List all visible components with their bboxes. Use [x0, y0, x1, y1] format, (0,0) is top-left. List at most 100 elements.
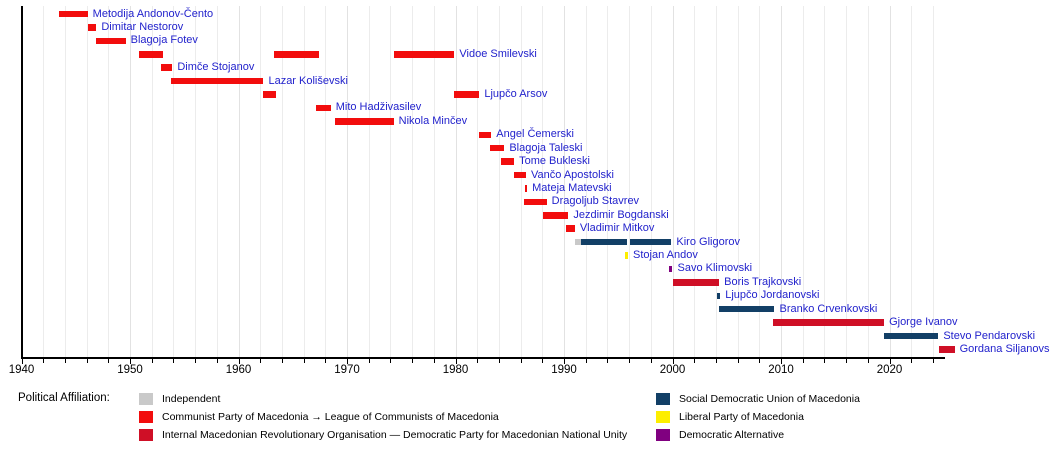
gridline: [672, 6, 674, 357]
x-tick-label: 2000: [659, 364, 686, 376]
x-tick: [672, 358, 674, 364]
gridline: [195, 6, 197, 357]
person-label: Stevo Pendarovski: [943, 329, 1036, 342]
gridline: [498, 6, 500, 357]
x-tick: [498, 358, 500, 363]
gridline: [130, 6, 131, 357]
x-tick: [781, 358, 782, 364]
x-tick-label: 1970: [334, 364, 360, 376]
legend-item-independent: Independent: [139, 392, 220, 406]
term-bar: [672, 279, 720, 286]
term-bar: [939, 346, 955, 353]
gridline: [412, 6, 414, 357]
person-label: Vladimir Mitkov: [579, 222, 655, 235]
person-label: Branko Crvenkovski: [779, 302, 878, 315]
person-label: Jezdimir Bogdanski: [573, 208, 669, 221]
person-label: Mito Hadživasilev: [335, 101, 422, 114]
da-swatch: [656, 429, 670, 441]
person-label: Ljupčo Jordanovski: [725, 289, 820, 302]
gridline: [43, 6, 45, 357]
x-tick: [542, 358, 544, 363]
term-bar: [96, 37, 126, 45]
x-tick-label: 1950: [117, 364, 143, 376]
liberal-swatch: [656, 411, 670, 423]
x-tick: [607, 358, 609, 363]
x-axis-line: [21, 357, 946, 359]
term-bar: [274, 51, 319, 58]
term-bar: [773, 319, 885, 326]
x-tick: [520, 358, 522, 363]
x-tick-label: 1990: [551, 364, 577, 376]
gridline: [824, 6, 826, 357]
term-bar: [335, 118, 394, 125]
gridline: [737, 6, 739, 357]
x-tick: [433, 358, 435, 363]
x-tick: [238, 358, 240, 364]
gridline: [108, 6, 110, 357]
term-bar: [523, 198, 547, 206]
x-tick: [759, 358, 761, 363]
gridline: [694, 6, 696, 357]
x-tick: [585, 358, 587, 363]
x-tick: [477, 358, 479, 363]
gridline: [650, 6, 652, 357]
term-bar: [87, 24, 97, 31]
x-tick-label: 1960: [225, 364, 252, 376]
term-bar: [263, 91, 277, 98]
term-bar: [716, 292, 721, 300]
term-bar: [719, 305, 775, 313]
person-label: Boris Trajkovski: [724, 275, 802, 288]
gridline: [715, 6, 717, 357]
person-label: Gordana Siljanovska: [959, 343, 1050, 355]
x-tick: [216, 358, 218, 363]
gridline: [932, 6, 934, 357]
gridline: [64, 6, 66, 357]
x-tick: [629, 358, 631, 363]
gridline: [433, 6, 435, 357]
term-bar: [624, 252, 628, 259]
person-label: Mateja Matevski: [532, 181, 612, 194]
term-bar: [479, 131, 492, 139]
term-bar: [315, 104, 331, 112]
legend-item-liberal: Liberal Party of Macedonia: [656, 410, 804, 424]
gridline: [173, 6, 175, 357]
term-bar: [514, 171, 526, 179]
gridline: [759, 6, 761, 357]
legend-item-cpm: Communist Party of Macedonia → League of…: [139, 410, 499, 424]
cpm-swatch: [139, 411, 153, 423]
x-tick: [737, 358, 739, 363]
person-label: Blagoja Taleski: [509, 141, 583, 154]
legend-item-sdsm: Social Democratic Union of Macedonia: [656, 392, 860, 406]
x-tick-label: 1980: [442, 364, 469, 376]
x-tick: [390, 358, 392, 363]
x-tick: [846, 358, 848, 363]
x-tick: [195, 358, 197, 363]
person-label: Vančo Apostolski: [531, 168, 614, 181]
x-tick: [21, 358, 23, 364]
term-bar: [161, 64, 173, 71]
legend-label: Independent: [162, 393, 221, 405]
gridline: [629, 6, 631, 357]
x-tick: [802, 358, 804, 363]
x-tick: [650, 358, 652, 363]
x-tick: [455, 358, 457, 364]
x-tick: [347, 358, 348, 364]
term-bar: [669, 265, 673, 273]
x-tick: [260, 358, 262, 363]
gridline: [303, 6, 305, 357]
person-label: Lazar Koliševski: [268, 74, 348, 87]
person-label: Dimitar Nestorov: [101, 20, 184, 33]
person-label: Dragoljub Stavrev: [551, 195, 640, 208]
gridline: [368, 6, 370, 357]
legend-item-da: Democratic Alternative: [656, 428, 784, 442]
gridline: [520, 6, 522, 357]
x-tick: [824, 358, 826, 363]
legend-label: Internal Macedonian Revolutionary Organi…: [162, 429, 628, 441]
x-tick: [130, 358, 131, 364]
legend-item-vmro: Internal Macedonian Revolutionary Organi…: [139, 428, 627, 442]
legend-label: Communist Party of Macedonia → League of…: [162, 411, 499, 423]
gridline: [325, 6, 327, 357]
gridline: [889, 6, 891, 357]
term-bar: [490, 144, 505, 152]
